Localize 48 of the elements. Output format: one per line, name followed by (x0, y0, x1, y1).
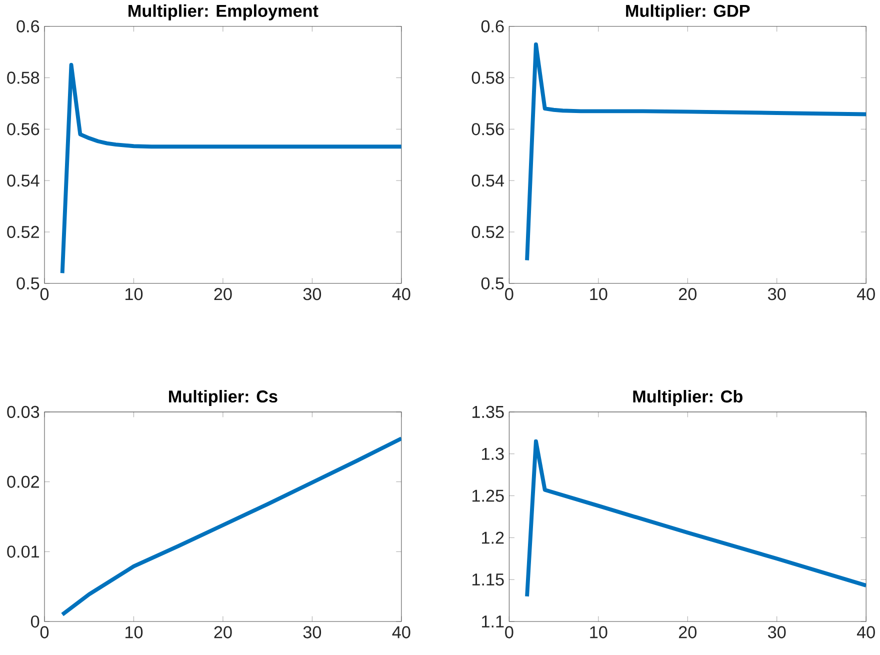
y-tick-label: 0.5 (481, 277, 504, 290)
x-tick-label: 30 (768, 626, 786, 638)
y-tick-label: 0.56 (7, 123, 40, 136)
y-tick-label: 0.56 (472, 123, 504, 136)
x-tick-label: 30 (768, 288, 786, 300)
y-tick-label: 1.1 (482, 616, 504, 628)
x-tick-label: 10 (590, 288, 608, 300)
chart-title: Multiplier: Employment (128, 4, 318, 20)
x-tick-label: 10 (590, 626, 608, 638)
x-tick-label: 0 (40, 626, 49, 638)
x-tick-label: 40 (392, 288, 410, 300)
y-tick-label: 1.3 (482, 448, 504, 460)
y-tick-label: 0.58 (7, 72, 40, 84)
x-tick-label: 0 (505, 626, 514, 638)
y-tick-label: 0.54 (472, 174, 504, 187)
line-series (525, 439, 866, 598)
y-tick-label: 0.5 (16, 277, 40, 290)
y-tick-label: 0.6 (16, 20, 40, 32)
y-tick-label: 0 (30, 615, 40, 628)
x-tick-label: 0 (505, 288, 514, 300)
y-tick-label: 0.01 (7, 546, 40, 558)
y-tick-label: 0.54 (7, 174, 40, 187)
chart-title: Multiplier: GDP (626, 4, 750, 20)
x-tick-label: 20 (678, 626, 696, 638)
x-tick-label: 0 (40, 288, 49, 300)
y-tick-label: 1.15 (472, 574, 504, 586)
x-tick-label: 20 (678, 288, 696, 300)
y-tick-label: 0.52 (7, 226, 39, 238)
x-tick-label: 10 (125, 626, 143, 638)
y-tick-label: 1.35 (472, 406, 504, 418)
y-tick-label: 0.58 (472, 72, 504, 84)
y-tick-label: 0.6 (481, 20, 504, 32)
x-tick-label: 40 (856, 626, 875, 638)
y-tick-label: 0.02 (7, 476, 39, 488)
x-tick-label: 10 (125, 288, 143, 300)
y-tick-label: 0.03 (7, 406, 40, 418)
y-tick-label: 1.25 (472, 490, 504, 502)
x-tick-label: 40 (856, 288, 875, 300)
chart-title: Multiplier: Cb (633, 390, 742, 406)
y-tick-label: 0.52 (472, 226, 504, 238)
x-tick-label: 40 (392, 626, 410, 638)
x-tick-label: 30 (303, 288, 322, 300)
x-tick-label: 30 (303, 626, 322, 638)
x-tick-label: 20 (214, 626, 232, 638)
line-series (60, 436, 402, 616)
y-tick-label: 1.2 (482, 532, 504, 544)
x-tick-label: 20 (214, 288, 232, 300)
chart-title: Multiplier: Cs (169, 390, 278, 406)
